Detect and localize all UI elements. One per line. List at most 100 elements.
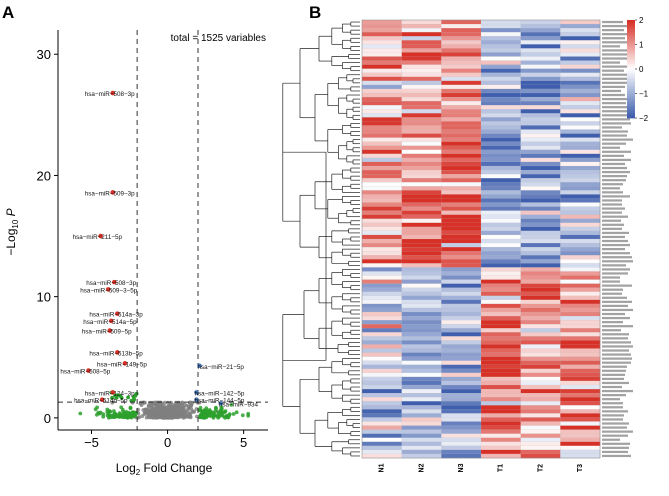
heatmap-cell xyxy=(401,417,442,422)
heatmap-cell xyxy=(480,299,522,305)
heatmap-cell xyxy=(361,210,403,216)
row-label-mark xyxy=(602,365,627,368)
row-label-mark xyxy=(602,235,625,239)
heatmap-cell xyxy=(560,409,601,414)
heatmap-cell xyxy=(520,340,561,345)
heatmap-cell xyxy=(560,137,601,143)
legend-swatch xyxy=(627,37,635,40)
legend-swatch xyxy=(627,71,635,75)
heatmap-cell xyxy=(401,437,442,443)
row-label-mark xyxy=(602,450,628,454)
heatmap-cell xyxy=(520,384,561,390)
heatmap-cell xyxy=(480,210,522,216)
heatmap-cell xyxy=(480,109,522,114)
heatmap-cell xyxy=(361,449,403,455)
heatmap-cell xyxy=(401,401,442,406)
heatmap-cell xyxy=(441,117,482,122)
heatmap-cell xyxy=(560,186,601,191)
heatmap-cell xyxy=(361,332,403,337)
row-label-mark xyxy=(602,158,631,162)
heatmap-cell xyxy=(441,372,482,378)
heatmap-cell xyxy=(401,393,442,398)
heatmap-cell xyxy=(401,242,442,248)
heatmap-cell xyxy=(361,206,403,211)
heatmap-cell xyxy=(560,401,601,406)
fc-point xyxy=(119,405,124,410)
heatmap-cell xyxy=(441,72,482,78)
legend-swatch xyxy=(627,46,635,50)
heatmap-cell xyxy=(560,336,601,341)
heatmap-cell xyxy=(520,409,561,414)
row-label-mark xyxy=(602,345,633,348)
row-label-mark xyxy=(602,304,628,308)
heatmap-cell xyxy=(361,92,403,98)
heatmap-cell xyxy=(361,198,403,203)
heatmap-cell xyxy=(560,125,601,130)
heatmap-cell xyxy=(520,44,561,49)
heatmap-cell xyxy=(361,287,403,293)
heatmap-cell xyxy=(560,178,601,183)
heatmap-cell xyxy=(560,449,601,455)
fc-point xyxy=(240,413,245,418)
heatmap-cell xyxy=(441,101,482,106)
heatmap-cell xyxy=(401,405,442,410)
heatmap-cell xyxy=(361,28,403,33)
labeled-point xyxy=(105,287,111,292)
heatmap-cell xyxy=(401,328,442,333)
heatmap-cell xyxy=(560,425,601,430)
fc-point xyxy=(200,414,205,419)
heatmap-cell xyxy=(560,242,601,248)
heatmap-cell xyxy=(361,182,403,187)
fc-point xyxy=(214,405,218,410)
heatmap-cell xyxy=(441,291,482,297)
point-label: hsa−miR−514a−5p xyxy=(83,319,137,326)
row-label-mark xyxy=(602,333,629,336)
heatmap-cell xyxy=(520,352,561,357)
heatmap-cell xyxy=(441,242,482,248)
heatmap-cell xyxy=(520,23,561,29)
heatmap-cell xyxy=(441,263,482,268)
heatmap-row-dendrogram xyxy=(282,21,360,457)
heatmap-cell xyxy=(520,238,561,244)
heatmap-cell xyxy=(441,218,482,224)
heatmap-cell xyxy=(401,449,442,455)
legend-tick-label: 0 xyxy=(639,65,644,74)
ns-point xyxy=(175,414,180,419)
heatmap-cell xyxy=(361,190,403,195)
heatmap-cell xyxy=(520,129,561,134)
heatmap-cell xyxy=(361,340,403,345)
heatmap-cell xyxy=(401,92,442,98)
heatmap-cell xyxy=(441,182,482,187)
heatmap-cell xyxy=(560,324,601,329)
heatmap-cell xyxy=(361,129,403,134)
labeled-point xyxy=(194,397,199,402)
heatmap-cell xyxy=(480,311,522,317)
heatmap-cell xyxy=(441,206,482,211)
heatmap-cell xyxy=(441,194,482,199)
heatmap-cell xyxy=(441,56,482,61)
heatmap-cell xyxy=(520,56,561,61)
heatmap-cell xyxy=(361,441,403,447)
heatmap-cell xyxy=(480,360,522,366)
row-label-mark xyxy=(602,166,627,170)
heatmap-cell xyxy=(480,376,522,382)
heatmap-cell xyxy=(560,413,601,418)
point-label: hsa−miR−514a−3p xyxy=(89,312,143,319)
fc-point xyxy=(121,412,126,416)
heatmap-cell xyxy=(441,384,482,390)
heatmap-cell xyxy=(401,275,442,280)
heatmap-cell xyxy=(401,157,442,163)
ns-point xyxy=(189,403,194,408)
heatmap-cell xyxy=(361,76,403,82)
labeled-point xyxy=(194,390,199,395)
ns-point xyxy=(176,408,181,413)
heatmap-cell xyxy=(441,421,482,426)
heatmap-cell xyxy=(361,388,403,394)
heatmap-cell xyxy=(560,255,601,260)
heatmap-cell xyxy=(520,52,561,57)
heatmap-cell xyxy=(401,230,442,236)
heatmap-cell xyxy=(401,56,442,61)
heatmap-cell xyxy=(441,109,482,114)
heatmap-cell xyxy=(480,275,522,280)
legend-swatch xyxy=(627,103,635,107)
